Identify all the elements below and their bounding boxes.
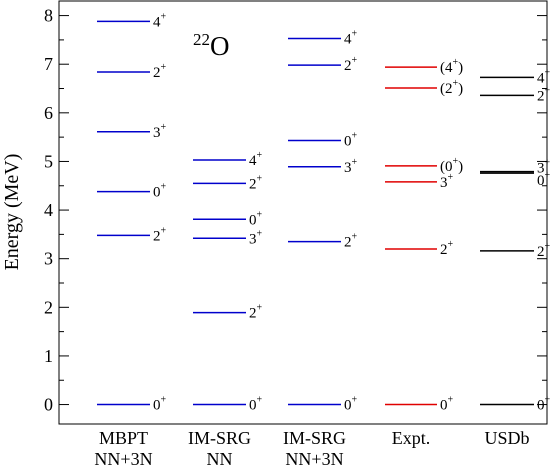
column-label-line1: MBPT [99,428,148,448]
column-label-line1: USDb [484,428,529,448]
y-tick-label: 7 [44,54,53,74]
spin-label: 3+ [344,157,358,176]
y-tick-label: 4 [44,200,53,220]
y-tick-label: 6 [44,103,53,123]
spin-labels: 0+2+0+3+2+4+0+2+3+0+2+4+0+2+3+0+2+4+0+2+… [153,11,550,413]
spin-label: 2+ [537,241,550,260]
spin-label: (4+) [440,57,463,76]
y-tick-label: 2 [44,297,53,317]
y-axis-title: Energy (MeV) [1,154,23,271]
y-axis-ticks: 0 1 2 3 4 5 6 7 8 [44,6,547,415]
y-tick-label: 8 [44,6,53,26]
spin-label: 0+ [249,395,263,414]
y-tick-label: 1 [44,346,53,366]
spin-label: 0+ [249,209,263,228]
energy-levels [97,20,534,406]
spin-label: 0+ [344,131,358,150]
nucleus-mass-number: 22 [193,30,210,49]
spin-label: 4+ [153,11,167,30]
column-label-line2: NN+3N [285,449,343,468]
y-tick-label: 3 [44,249,53,269]
spin-label: 0+ [344,395,358,414]
column-label-line1: IM-SRG [283,428,346,448]
spin-label: 0+ [440,395,454,414]
spin-label: 4+ [249,150,263,169]
spin-label: 2+ [249,303,263,322]
y-tick-label: 5 [44,151,53,171]
column-label-line1: IM-SRG [188,428,251,448]
spin-label: (0+) [440,156,463,175]
spin-label: 0+ [153,182,167,201]
nucleus-symbol: O [210,31,230,61]
spin-label: 2+ [440,239,454,258]
spin-label: 2+ [537,85,550,104]
spin-label: 2+ [344,55,358,74]
spin-label: 4+ [344,28,358,47]
spin-label: 2+ [153,62,167,81]
spin-label: 3+ [249,228,263,247]
column-label-line2: NN+3N [94,449,152,468]
column-label-line1: Expt. [392,428,431,448]
spin-label: (2+) [440,78,463,97]
spin-label: 2+ [153,225,167,244]
spin-label: 0+ [153,395,167,414]
plot-frame [58,0,548,425]
nucleus-label: 22O [193,30,230,61]
spin-label: 3+ [440,172,454,191]
spin-label: 3+ [153,122,167,141]
y-tick-label: 0 [44,395,53,415]
spin-label: 0+ [537,395,550,414]
column-label-line2: NN [207,449,233,468]
spin-label: 0+ [537,170,550,189]
spin-label: 3+ [537,157,550,176]
spin-label: 4+ [537,67,550,86]
spin-label: 2+ [344,232,358,251]
spin-label: 2+ [249,173,263,192]
